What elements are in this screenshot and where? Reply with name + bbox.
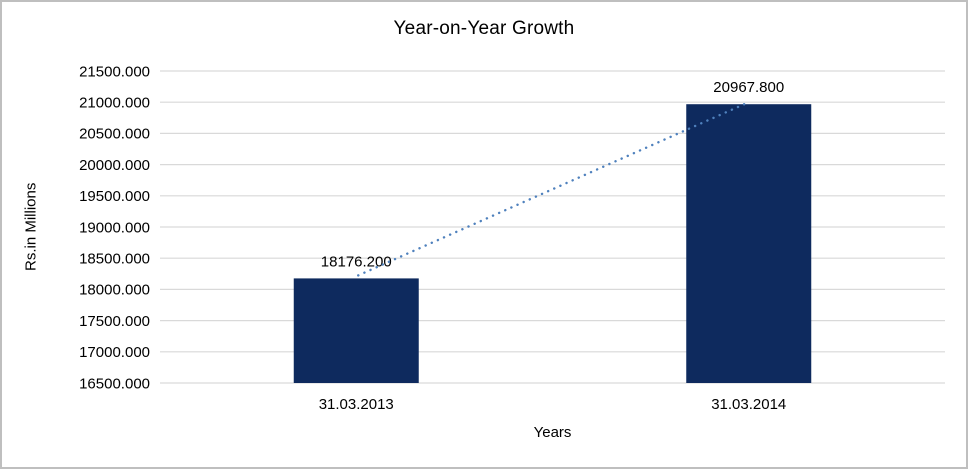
y-tick-label: 18000.000 [79,282,150,299]
y-tick-label: 17000.000 [79,344,150,361]
bar [686,104,812,383]
chart-title: Year-on-Year Growth [393,18,575,39]
x-category-label: 31.03.2013 [319,396,394,413]
x-axis-title: Years [533,424,572,441]
bar-value-label: 20967.800 [713,79,784,96]
y-tick-label: 20000.000 [79,157,150,174]
bar-value-label: 18176.200 [321,253,392,270]
x-category-label: 31.03.2014 [711,396,786,413]
bar [293,278,419,383]
y-tick-label: 16500.000 [79,375,150,392]
y-tick-label: 21500.000 [79,63,150,80]
y-tick-label: 18500.000 [79,250,150,267]
y-tick-label: 20500.000 [79,126,150,143]
y-tick-label: 17500.000 [79,313,150,330]
trendline [357,101,750,277]
y-tick-label: 19500.000 [79,188,150,205]
y-tick-label: 19000.000 [79,219,150,236]
y-tick-label: 21000.000 [79,94,150,111]
